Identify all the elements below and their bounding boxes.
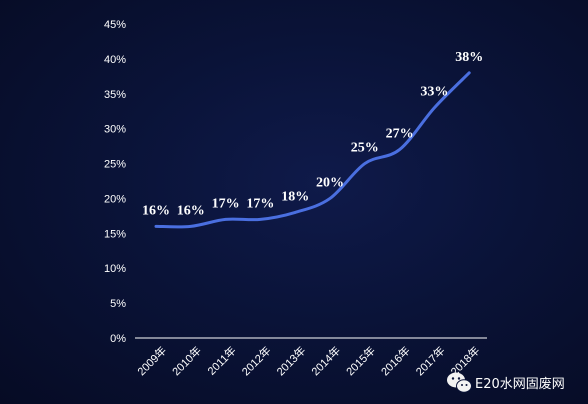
data-label: 38%	[455, 50, 483, 65]
wechat-icon	[447, 372, 472, 393]
x-tick-label: 2010年	[169, 343, 204, 378]
y-tick-label: 30%	[104, 124, 126, 136]
y-tick-label: 25%	[104, 159, 126, 171]
y-tick-label: 0%	[110, 333, 126, 345]
x-tick-label: 2015年	[343, 343, 378, 378]
y-tick-label: 10%	[104, 263, 126, 275]
x-tick-label: 2012年	[239, 343, 274, 378]
data-labels: 16% 16% 17% 17% 18% 20% 25% 27% 33% 38%	[142, 50, 483, 219]
x-tick-label: 2011年	[204, 343, 238, 377]
data-label: 17%	[212, 196, 240, 211]
watermark-text: E20水网固废网	[475, 376, 565, 392]
series-line	[154, 71, 471, 229]
y-tick-label: 35%	[104, 89, 126, 101]
data-label: 18%	[281, 189, 309, 204]
data-label: 20%	[316, 175, 344, 190]
data-label: 17%	[246, 196, 274, 211]
x-axis: 2009年 2010年 2011年 2012年 2013年 2014年 2015年 2016年…	[134, 343, 482, 378]
y-tick-label: 20%	[104, 193, 126, 205]
y-tick-label: 5%	[110, 298, 126, 310]
x-tick-label: 2013年	[273, 343, 308, 378]
data-label: 16%	[142, 203, 170, 218]
x-tick-label: 2017年	[413, 343, 448, 378]
data-label: 25%	[351, 141, 379, 156]
watermark: E20水网固废网	[447, 372, 565, 393]
data-label: 27%	[386, 127, 414, 142]
x-tick-label: 2009年	[134, 343, 169, 378]
y-axis: 0% 5% 10% 15% 20% 25% 30% 35% 40% 45%	[104, 19, 126, 345]
y-tick-label: 45%	[104, 19, 126, 31]
x-tick-label: 2014年	[308, 343, 343, 378]
y-tick-label: 15%	[104, 228, 126, 240]
data-label: 16%	[177, 203, 205, 218]
x-tick-label: 2016年	[378, 343, 413, 378]
data-label: 33%	[420, 85, 448, 100]
y-tick-label: 40%	[104, 54, 126, 66]
